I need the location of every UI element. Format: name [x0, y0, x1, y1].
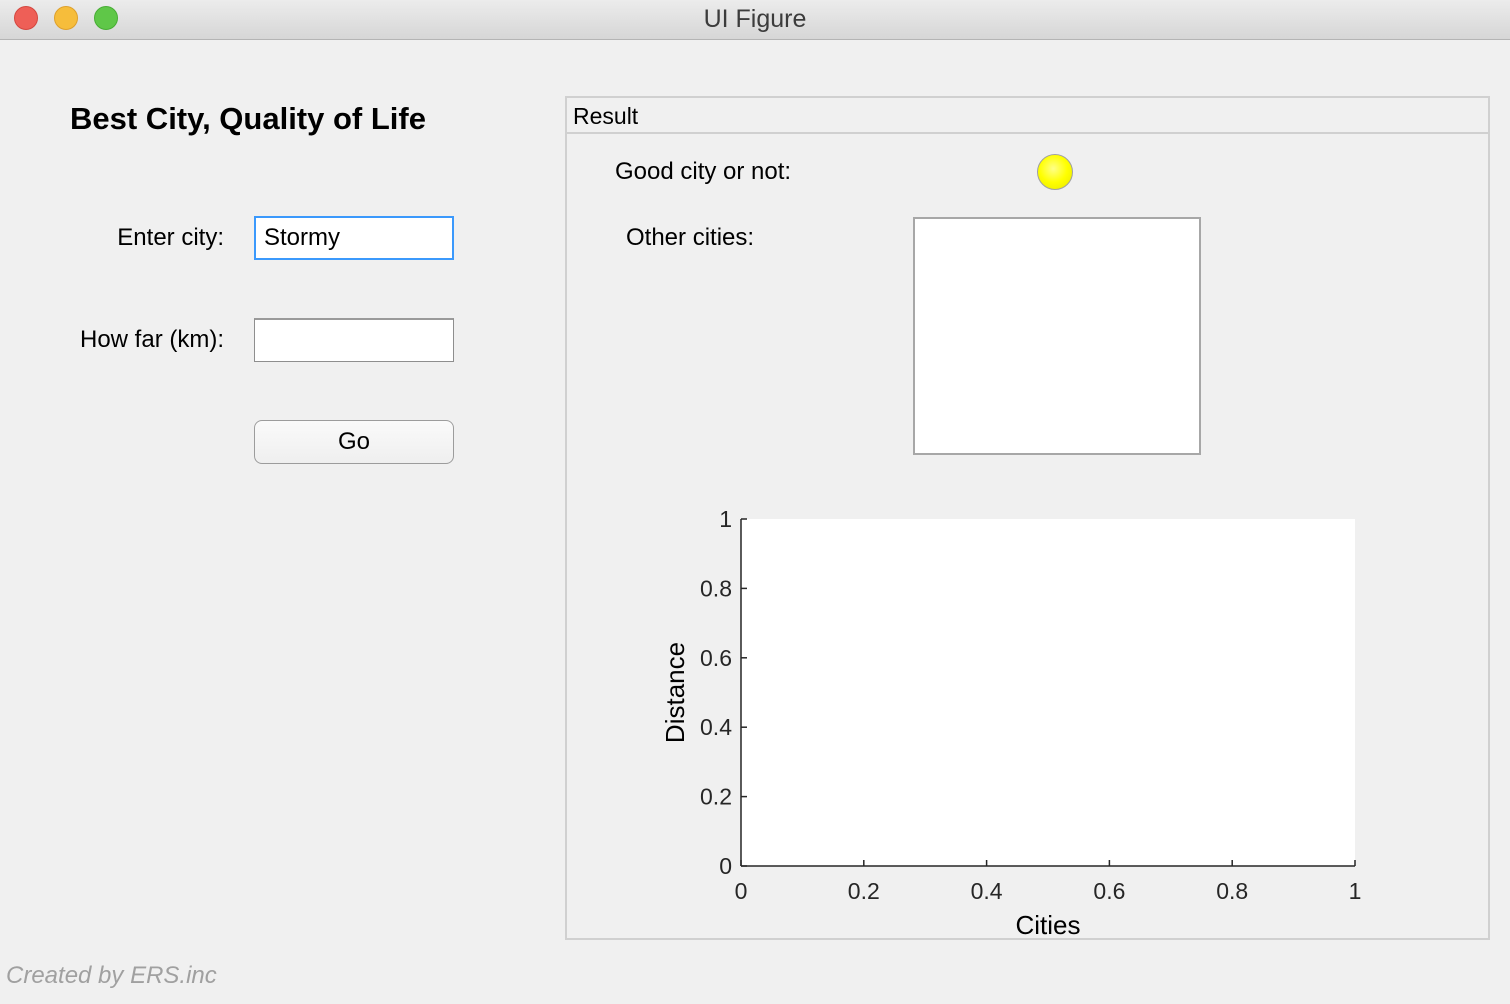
- title-bar: UI Figure: [0, 0, 1510, 40]
- x-tick-label: 0.2: [848, 878, 880, 904]
- y-axis-title: Distance: [660, 642, 690, 743]
- y-tick-label: 0.8: [700, 575, 732, 601]
- distance-field-label: How far (km):: [80, 326, 224, 353]
- other-cities-label: Other cities:: [626, 224, 755, 251]
- y-tick-label: 1: [719, 506, 732, 532]
- x-axis-title: Cities: [1015, 910, 1080, 938]
- other-cities-listbox[interactable]: [913, 217, 1201, 455]
- city-field-label: Enter city:: [117, 224, 224, 251]
- x-tick-label: 0.4: [971, 878, 1003, 904]
- result-panel-title: Result: [567, 98, 1488, 134]
- y-tick-label: 0: [719, 853, 732, 879]
- y-tick-label: 0.6: [700, 645, 732, 671]
- y-tick-label: 0.4: [700, 714, 732, 740]
- app-title: Best City, Quality of Life: [70, 101, 426, 136]
- window-title: UI Figure: [703, 5, 807, 33]
- chart-axes: [740, 519, 1355, 867]
- go-button[interactable]: Go: [254, 420, 454, 464]
- x-tick-label: 1: [1349, 878, 1362, 904]
- good-city-lamp: [1037, 154, 1073, 190]
- x-tick-label: 0.8: [1216, 878, 1248, 904]
- good-city-lamp-label: Good city or not:: [615, 158, 792, 185]
- x-axis-ticks: 0 0.2 0.4 0.6 0.8 1: [735, 860, 1362, 904]
- y-axis-ticks: 0 0.2 0.4 0.6 0.8 1: [700, 506, 747, 879]
- chart-plot-area: [741, 519, 1355, 866]
- maximize-window-button[interactable]: [94, 6, 118, 30]
- close-window-button[interactable]: [14, 6, 38, 30]
- x-tick-label: 0: [735, 878, 748, 904]
- y-tick-label: 0.2: [700, 784, 732, 810]
- city-input[interactable]: [254, 216, 454, 260]
- x-tick-label: 0.6: [1093, 878, 1125, 904]
- footer-credit: Created by ERS.inc: [6, 962, 217, 989]
- distance-input[interactable]: [254, 318, 454, 362]
- minimize-window-button[interactable]: [54, 6, 78, 30]
- distance-chart: 0 0.2 0.4 0.6 0.8 1 0 0.2 0.4 0.6 0.8 1 Cities Dis…: [660, 506, 1362, 938]
- result-panel: Result Good city or not: Other cities: 0…: [565, 96, 1490, 940]
